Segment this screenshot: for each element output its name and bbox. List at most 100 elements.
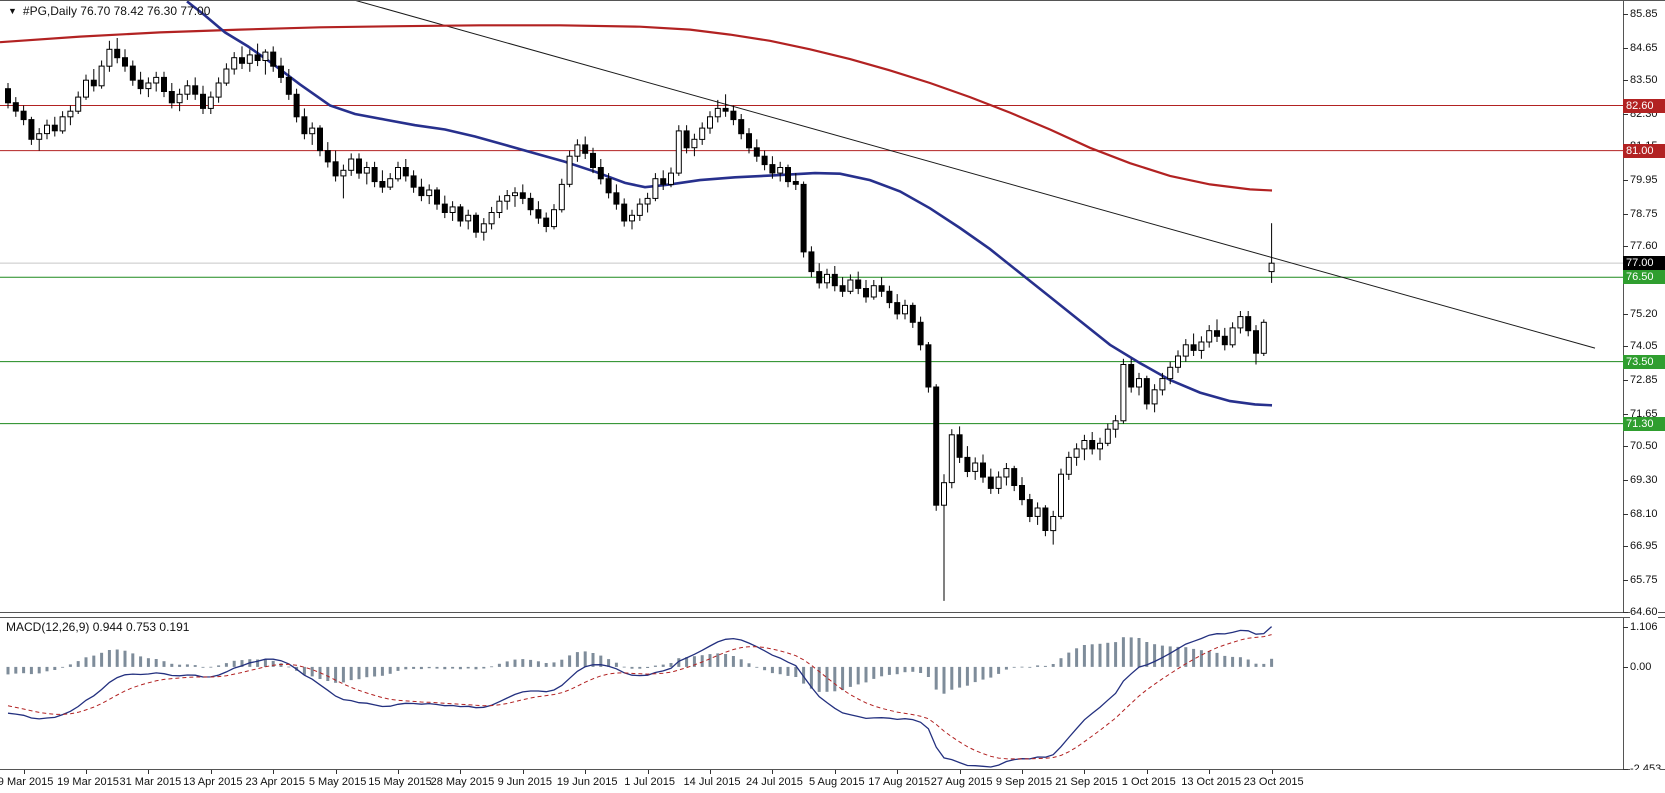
price-badge: 73.50 <box>1623 354 1665 369</box>
price-tick-mark <box>1623 346 1628 348</box>
macd-tick-label: 0.00 <box>1630 660 1652 673</box>
date-tick-label: 28 May 2015 <box>430 776 495 788</box>
price-tick-mark <box>1623 579 1628 581</box>
date-tick-label: 9 Mar 2015 <box>0 776 54 788</box>
date-tick-mark <box>460 770 462 774</box>
price-tick-label: 77.60 <box>1630 240 1658 253</box>
price-tick-label: 79.95 <box>1630 174 1658 187</box>
date-tick-label: 15 May 2015 <box>368 776 432 788</box>
chart-title: ▼ #PG,Daily 76.70 78.42 76.30 77.00 <box>8 4 210 18</box>
price-tick-mark <box>1623 380 1628 381</box>
macd-tick-mark <box>1623 768 1628 770</box>
price-tick-mark <box>1623 246 1628 248</box>
price-tick-mark <box>1623 413 1628 415</box>
chart-title-text: #PG,Daily 76.70 78.42 76.30 77.00 <box>22 4 211 18</box>
date-tick-mark <box>1209 770 1211 774</box>
date-tick-label: 31 Mar 2015 <box>119 776 182 788</box>
date-tick-mark <box>897 770 899 774</box>
price-badge: 81.00 <box>1623 143 1665 158</box>
date-tick-label: 24 Jul 2015 <box>745 776 803 788</box>
price-tick-mark <box>1623 80 1628 82</box>
date-tick-mark <box>398 770 399 774</box>
date-tick-mark <box>834 770 836 774</box>
date-tick-mark <box>86 770 87 774</box>
date-tick-mark <box>210 770 212 774</box>
price-tick-label: 70.50 <box>1630 440 1658 453</box>
price-tick-label: 75.20 <box>1630 307 1658 320</box>
date-tick-label: 19 Mar 2015 <box>57 776 119 788</box>
price-tick-mark <box>1623 14 1628 16</box>
date-tick-mark <box>710 770 711 774</box>
price-tick-label: 64.60 <box>1630 606 1658 619</box>
price-badge: 82.60 <box>1623 98 1665 113</box>
date-tick-label: 23 Oct 2015 <box>1243 776 1304 788</box>
date-tick-label: 1 Oct 2015 <box>1121 776 1176 788</box>
date-tick-mark <box>1084 770 1086 774</box>
date-tick-label: 27 Aug 2015 <box>930 776 993 788</box>
indicator-label: MACD(12,26,9) 0.944 0.753 0.191 <box>6 620 190 634</box>
symbol-dropdown-icon[interactable]: ▼ <box>8 6 17 16</box>
price-tick-mark <box>1623 313 1628 315</box>
macd-tick-label: 1.106 <box>1630 621 1658 633</box>
macd-pane[interactable] <box>0 617 1665 770</box>
date-tick-mark <box>772 770 774 774</box>
date-tick-label: 13 Oct 2015 <box>1181 776 1242 788</box>
signal-line <box>7 634 1272 760</box>
price-tick-mark <box>1623 114 1628 115</box>
macd-histogram <box>6 637 1274 694</box>
trendline <box>353 0 1596 349</box>
date-tick-label: 5 Aug 2015 <box>808 776 865 788</box>
date-tick-label: 1 Jul 2015 <box>624 776 675 788</box>
price-tick-label: 69.30 <box>1630 473 1658 486</box>
price-tick-label: 72.85 <box>1630 374 1658 386</box>
price-badge: 71.30 <box>1623 416 1665 431</box>
macd-line <box>7 626 1273 768</box>
date-tick-label: 14 Jul 2015 <box>683 776 741 788</box>
date-tick-mark <box>148 770 150 774</box>
price-tick-label: 65.75 <box>1630 573 1658 586</box>
price-tick-label: 68.10 <box>1630 507 1658 520</box>
date-tick-label: 9 Sep 2015 <box>995 776 1053 788</box>
price-tick-label: 83.50 <box>1630 74 1658 87</box>
date-tick-label: 5 May 2015 <box>308 776 367 788</box>
price-tick-mark <box>1623 612 1628 614</box>
price-tick-mark <box>1623 546 1628 547</box>
date-tick-label: 21 Sep 2015 <box>1055 776 1118 788</box>
date-tick-mark <box>585 770 587 774</box>
ma-slow-line <box>0 24 1273 192</box>
date-tick-label: 13 Apr 2015 <box>183 776 243 788</box>
date-tick-mark <box>647 770 649 774</box>
price-tick-mark <box>1623 47 1628 49</box>
date-tick-label: 19 Jun 2015 <box>556 776 618 788</box>
date-tick-mark <box>1271 770 1273 774</box>
price-tick-mark <box>1623 180 1628 182</box>
price-tick-label: 74.05 <box>1630 340 1658 353</box>
ma-fast-line <box>186 0 1273 407</box>
candles <box>5 38 1275 601</box>
macd-tick-mark <box>1623 627 1628 628</box>
date-tick-mark <box>959 770 961 774</box>
price-tick-label: 66.95 <box>1630 540 1658 552</box>
date-tick-label: 9 Jun 2015 <box>497 776 553 788</box>
date-tick-mark <box>1146 770 1148 774</box>
price-tick-mark <box>1623 513 1628 515</box>
price-chart[interactable] <box>0 0 1665 613</box>
date-tick-mark <box>23 770 25 774</box>
price-tick-label: 84.65 <box>1630 41 1658 54</box>
price-tick-label: 78.75 <box>1630 207 1658 220</box>
date-tick-mark <box>1022 770 1023 774</box>
date-tick-mark <box>273 770 275 774</box>
price-badge: 77.00 <box>1623 256 1665 271</box>
price-tick-mark <box>1623 446 1628 448</box>
price-badge: 76.50 <box>1623 270 1665 285</box>
date-tick-mark <box>335 770 337 774</box>
date-tick-label: 23 Apr 2015 <box>245 776 305 788</box>
date-axis[interactable]: 9 Mar 2015 19 Mar 2015 31 Mar 2015 13 Apr 2… <box>0 770 1665 793</box>
macd-tick-mark <box>1623 666 1628 668</box>
price-tick-mark <box>1623 213 1628 215</box>
date-tick-mark <box>522 770 524 774</box>
date-tick-label: 17 Aug 2015 <box>868 776 931 788</box>
price-tick-mark <box>1623 479 1628 481</box>
price-tick-label: 85.85 <box>1630 8 1658 21</box>
